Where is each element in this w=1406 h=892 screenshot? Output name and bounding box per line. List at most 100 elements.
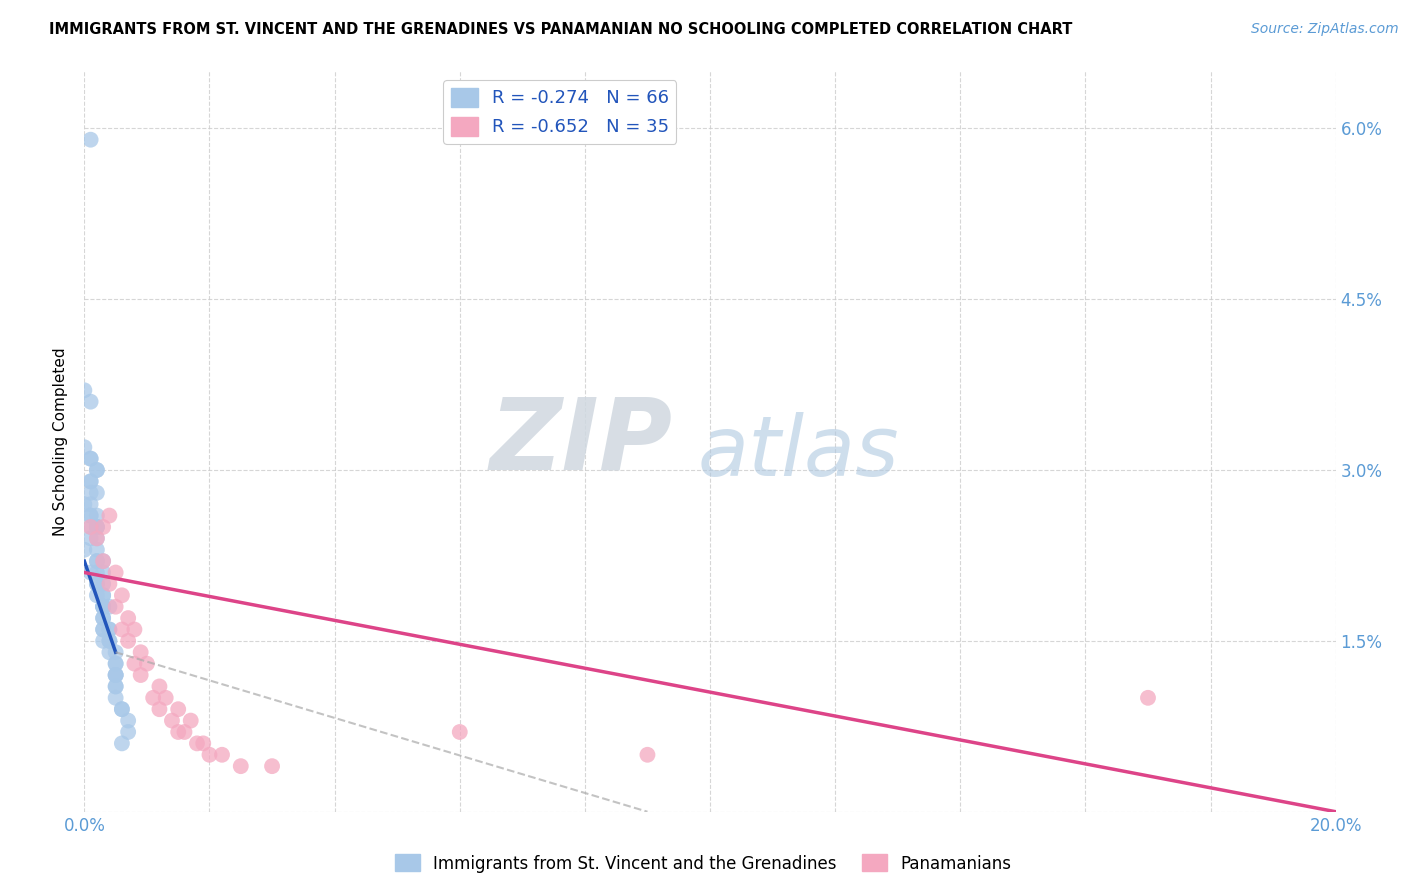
Point — [160, 714, 183, 728]
Point — [91, 623, 114, 637]
Point — [86, 520, 108, 534]
Point — [86, 577, 108, 591]
Point — [79, 566, 101, 580]
Point — [104, 657, 127, 671]
Point — [79, 133, 101, 147]
Point — [111, 623, 134, 637]
Point — [73, 497, 96, 511]
Point — [79, 497, 101, 511]
Point — [79, 508, 101, 523]
Point — [111, 588, 134, 602]
Legend: R = -0.274   N = 66, R = -0.652   N = 35: R = -0.274 N = 66, R = -0.652 N = 35 — [443, 80, 676, 144]
Point — [148, 680, 170, 694]
Point — [91, 554, 114, 568]
Point — [91, 599, 114, 614]
Point — [91, 566, 114, 580]
Point — [148, 702, 170, 716]
Point — [91, 599, 114, 614]
Point — [73, 440, 96, 454]
Point — [142, 690, 165, 705]
Text: Source: ZipAtlas.com: Source: ZipAtlas.com — [1251, 22, 1399, 37]
Point — [86, 532, 108, 546]
Point — [86, 485, 108, 500]
Point — [86, 520, 108, 534]
Point — [79, 394, 101, 409]
Text: ZIP: ZIP — [489, 393, 672, 490]
Point — [104, 657, 127, 671]
Point — [104, 680, 127, 694]
Point — [98, 623, 121, 637]
Point — [86, 566, 108, 580]
Point — [104, 645, 127, 659]
Point — [79, 485, 101, 500]
Point — [136, 657, 159, 671]
Point — [129, 668, 152, 682]
Point — [79, 451, 101, 466]
Point — [104, 668, 127, 682]
Point — [86, 532, 108, 546]
Point — [79, 520, 101, 534]
Point — [104, 566, 127, 580]
Point — [111, 736, 134, 750]
Point — [86, 508, 108, 523]
Point — [79, 508, 101, 523]
Point — [124, 657, 146, 671]
Point — [98, 633, 121, 648]
Point — [91, 520, 114, 534]
Point — [79, 532, 101, 546]
Point — [117, 633, 139, 648]
Point — [155, 690, 177, 705]
Point — [117, 611, 139, 625]
Point — [262, 759, 284, 773]
Point — [111, 702, 134, 716]
Point — [91, 599, 114, 614]
Point — [86, 520, 108, 534]
Point — [104, 690, 127, 705]
Point — [186, 736, 208, 750]
Point — [91, 577, 114, 591]
Point — [117, 714, 139, 728]
Point — [98, 577, 121, 591]
Point — [449, 725, 471, 739]
Point — [91, 633, 114, 648]
Point — [104, 599, 127, 614]
Point — [637, 747, 659, 762]
Point — [91, 611, 114, 625]
Point — [1136, 690, 1159, 705]
Point — [86, 577, 108, 591]
Point — [124, 623, 146, 637]
Y-axis label: No Schooling Completed: No Schooling Completed — [53, 347, 69, 536]
Point — [91, 599, 114, 614]
Point — [173, 725, 195, 739]
Point — [91, 623, 114, 637]
Point — [91, 588, 114, 602]
Point — [79, 475, 101, 489]
Text: atlas: atlas — [697, 412, 900, 493]
Point — [73, 542, 96, 557]
Point — [180, 714, 202, 728]
Point — [86, 463, 108, 477]
Point — [167, 725, 190, 739]
Point — [86, 542, 108, 557]
Point — [86, 554, 108, 568]
Point — [79, 475, 101, 489]
Point — [167, 702, 190, 716]
Point — [91, 588, 114, 602]
Point — [98, 633, 121, 648]
Point — [211, 747, 233, 762]
Point — [104, 668, 127, 682]
Point — [117, 725, 139, 739]
Point — [79, 451, 101, 466]
Point — [86, 588, 108, 602]
Point — [104, 680, 127, 694]
Point — [86, 554, 108, 568]
Legend: Immigrants from St. Vincent and the Grenadines, Panamanians: Immigrants from St. Vincent and the Gren… — [388, 847, 1018, 880]
Point — [91, 611, 114, 625]
Point — [86, 463, 108, 477]
Point — [91, 554, 114, 568]
Point — [198, 747, 221, 762]
Point — [79, 520, 101, 534]
Point — [98, 508, 121, 523]
Point — [104, 668, 127, 682]
Point — [73, 384, 96, 398]
